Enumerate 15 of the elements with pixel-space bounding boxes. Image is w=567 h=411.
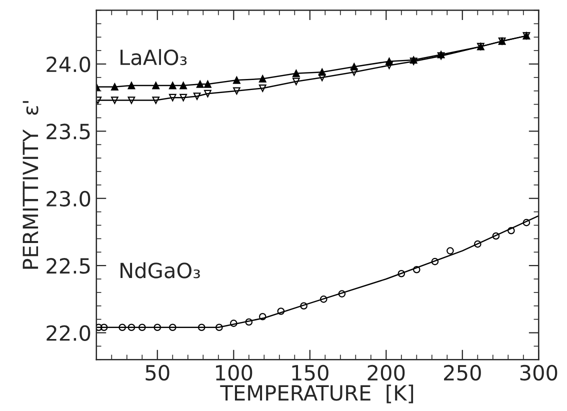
y-tick-label: 23.5 — [46, 124, 90, 140]
y-tick-label: 22.5 — [46, 258, 90, 274]
y-tick-label: 24.0 — [46, 56, 90, 72]
x-tick-label: 300 — [520, 364, 558, 381]
x-tick-label: 50 — [146, 364, 170, 381]
x-tick-label: 150 — [292, 364, 328, 381]
annotation: NdGaO₃ — [120, 262, 200, 278]
y-axis-title: PERMITTIVITY ε' — [22, 101, 38, 269]
x-tick-label: 100 — [216, 364, 252, 381]
x-axis-title: TEMPERATURE [K] — [220, 384, 414, 404]
y-tick-label: 23.0 — [46, 190, 90, 207]
x-tick-label: 250 — [444, 364, 481, 381]
y-tick-label: 22.0 — [46, 325, 90, 341]
x-tick-label: 200 — [368, 364, 405, 381]
annotation: LaAlO₃ — [120, 49, 187, 66]
